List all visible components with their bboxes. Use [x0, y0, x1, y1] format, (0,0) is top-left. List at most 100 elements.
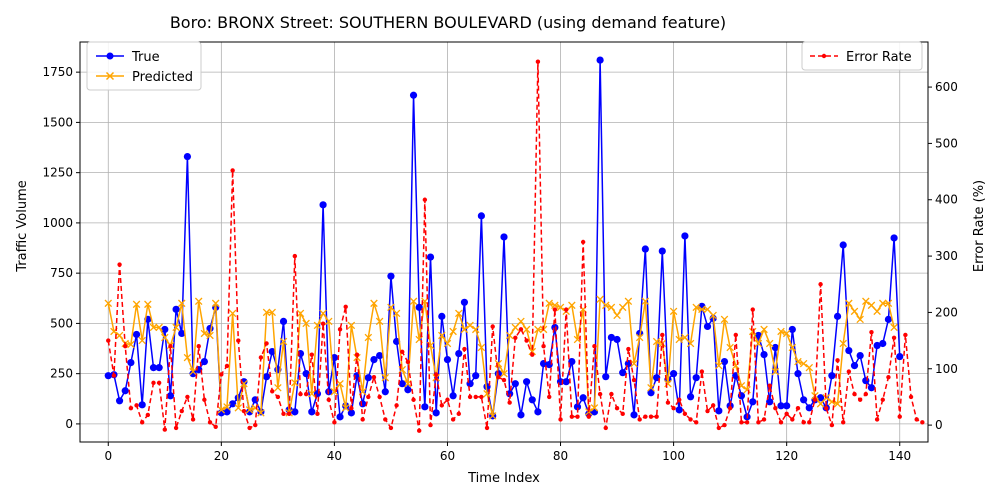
x-tick-label: 80: [553, 449, 568, 463]
error-rate-point: [773, 405, 778, 411]
predicted-point: [302, 319, 310, 328]
x-tick-label: 0: [104, 449, 112, 463]
true-point: [596, 56, 604, 64]
true-point: [132, 330, 141, 339]
legend-entry-true: True: [96, 50, 160, 65]
error-rate-point: [456, 411, 461, 417]
error-rate-point: [886, 375, 891, 380]
error-rate-point: [807, 420, 812, 425]
error-rate-point: [614, 405, 620, 411]
error-rate-point: [360, 417, 365, 422]
error-rate-point: [241, 408, 247, 414]
error-rate-point: [597, 391, 603, 397]
error-rate-point: [694, 420, 699, 425]
error-rate-point: [224, 363, 230, 369]
predicted-point: [635, 333, 644, 342]
y-left-tick-label: 1250: [42, 166, 73, 180]
predicted-point: [324, 317, 333, 326]
true-point: [166, 392, 175, 400]
predicted-point: [862, 297, 870, 306]
y-left-tick-label: 500: [50, 316, 73, 330]
error-rate-point: [513, 335, 518, 340]
y-left-tick-label: 1750: [42, 65, 73, 79]
true-point: [291, 408, 299, 416]
true-point: [262, 373, 271, 381]
error-rate-point: [275, 394, 281, 400]
true-point: [602, 373, 610, 381]
error-rate-point: [383, 417, 388, 422]
y-left-tick-label: 1500: [42, 115, 73, 129]
true-point: [884, 315, 893, 323]
y-axis-left-label: Traffic Volume: [15, 180, 30, 273]
error-rate-point: [626, 346, 631, 352]
true-point: [658, 247, 666, 255]
legend-label-predicted: Predicted: [132, 70, 193, 85]
error-rate-point: [484, 425, 490, 431]
error-rate-point: [473, 394, 478, 400]
predicted-point: [613, 311, 621, 320]
predicted-point: [873, 307, 881, 316]
error-rate-point: [682, 411, 688, 417]
predicted-point: [596, 295, 604, 304]
true-point: [500, 233, 508, 241]
predicted-point: [681, 333, 689, 342]
true-point: [845, 346, 853, 355]
error-rate-point: [891, 335, 897, 340]
predicted-point: [505, 331, 514, 340]
predicted-point: [138, 336, 146, 345]
predicted-point: [845, 299, 853, 308]
true-point: [149, 364, 158, 372]
true-point: [867, 384, 876, 392]
true-point: [573, 403, 582, 411]
predicted-point: [183, 353, 192, 362]
true-point: [155, 364, 163, 372]
predicted-point: [279, 337, 288, 346]
error-rate-point: [677, 397, 682, 402]
error-rate-point: [541, 344, 546, 349]
predicted-point: [788, 343, 797, 352]
predicted-point: [341, 404, 350, 412]
error-rate-point: [501, 377, 507, 383]
predicted-point: [715, 361, 723, 370]
true-point: [766, 398, 774, 406]
predicted-point: [274, 383, 282, 392]
error-rate-point: [744, 420, 750, 425]
error-rate-point: [558, 417, 563, 422]
error-rate-point: [648, 414, 654, 419]
error-rate-point: [202, 397, 207, 402]
predicted-point: [709, 311, 717, 320]
error-rate-point: [411, 397, 416, 402]
true-point: [392, 337, 401, 346]
true-point: [828, 372, 836, 380]
predicted-point: [189, 367, 197, 376]
error-rate-point: [874, 417, 880, 422]
error-rate-point: [145, 412, 151, 418]
true-point: [647, 389, 655, 397]
error-rate-point: [592, 344, 597, 349]
grid-lines: [80, 42, 928, 442]
error-rate-point: [106, 338, 111, 343]
true-point: [138, 401, 146, 409]
predicted-point: [568, 301, 576, 310]
true-point: [749, 398, 757, 406]
true-point: [308, 408, 316, 416]
predicted-point: [545, 299, 553, 308]
error-rate-point: [253, 422, 258, 428]
predicted-point: [178, 299, 186, 308]
predicted-point: [172, 323, 180, 332]
error-rate-point: [445, 397, 450, 402]
predicted-point: [641, 297, 650, 306]
error-rate-point: [394, 403, 399, 408]
error-rate-point: [496, 375, 501, 380]
series-true: [104, 56, 904, 421]
predicted-point: [703, 305, 712, 314]
error-rate-point: [219, 372, 224, 377]
error-rate-point: [270, 389, 275, 394]
error-rate-point: [196, 344, 201, 349]
true-point: [771, 343, 779, 352]
error-rate-point: [433, 372, 439, 377]
true-point: [172, 305, 180, 313]
error-rate-point: [326, 397, 331, 402]
y-left-tick-label: 0: [65, 417, 73, 431]
